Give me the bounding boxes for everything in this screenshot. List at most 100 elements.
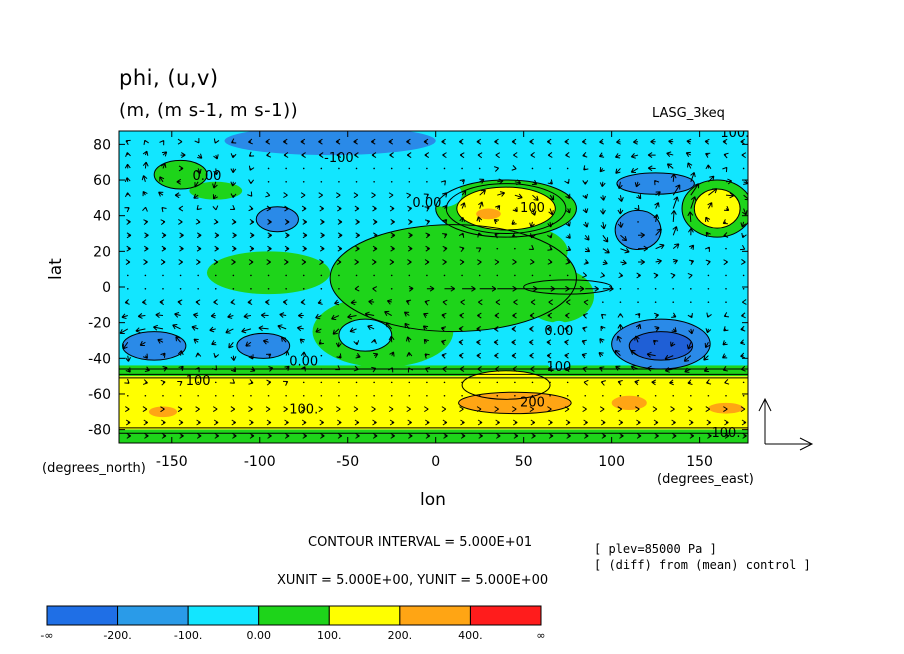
colorbar-swatch: [469, 605, 542, 626]
vector-arrow: [349, 327, 357, 333]
vector-arrow: [297, 312, 304, 319]
vector-arrow: [690, 183, 700, 196]
vector-arrow: [425, 232, 431, 239]
vector-arrow: [724, 205, 730, 211]
vector-arrow: [178, 259, 183, 265]
vector-arrow: [390, 287, 393, 290]
vector-arrow: [636, 419, 641, 426]
vector-arrow: [494, 166, 499, 172]
colorbar-label: 100.: [317, 629, 342, 642]
vector-arrow: [441, 339, 447, 346]
vector-arrow: [161, 151, 168, 157]
vector-arrow: [231, 259, 236, 265]
vector-arrow: [442, 259, 447, 266]
vector-arrow: [368, 299, 375, 305]
vector-arrow: [426, 381, 428, 384]
vector-arrow: [460, 432, 466, 439]
vector-arrow: [672, 258, 678, 265]
vector-arrow: [723, 152, 729, 159]
vector-arrow: [638, 245, 649, 252]
y-tick-label: -80: [88, 423, 111, 439]
vector-arrow: [196, 232, 202, 239]
vector-arrow: [407, 367, 414, 373]
vector-arrow: [725, 301, 727, 303]
vector-arrow: [511, 339, 516, 346]
vector-arrow: [232, 232, 237, 239]
vector-arrow: [355, 232, 360, 239]
vector-arrow: [583, 221, 589, 228]
vector-arrow: [193, 312, 199, 319]
vector-arrow: [581, 353, 587, 359]
vector-arrow: [162, 394, 164, 397]
vector-arrow: [354, 419, 360, 426]
vector-arrow: [565, 208, 571, 214]
vector-arrow: [423, 312, 429, 319]
vector-arrow: [423, 138, 429, 145]
vector-arrow: [338, 394, 340, 397]
vector-arrow: [211, 340, 217, 346]
vector-arrow: [583, 299, 589, 306]
colorbar-label: -100.: [174, 629, 202, 642]
vector-arrow: [619, 432, 624, 439]
vector-arrow: [277, 324, 287, 330]
vector-arrow: [408, 167, 411, 170]
vector-arrow: [125, 419, 131, 426]
vector-arrow: [635, 313, 641, 319]
vector-arrow: [426, 181, 428, 183]
vector-arrow: [530, 152, 536, 158]
vector-arrow: [513, 152, 518, 158]
vector-arrow: [232, 274, 235, 277]
vector-arrow: [338, 167, 340, 170]
vector-arrow: [599, 181, 606, 188]
vector-arrow: [687, 312, 693, 319]
vector-arrow: [647, 165, 656, 172]
vector-arrow: [566, 167, 569, 170]
contour-label: 0.00: [412, 196, 441, 211]
vector-arrow: [248, 165, 255, 171]
vector-arrow: [549, 167, 551, 170]
vector-arrow: [722, 166, 728, 173]
vector-arrow: [354, 259, 359, 265]
vector-arrow: [655, 243, 665, 250]
vector-arrow: [125, 367, 131, 373]
vector-arrow: [634, 335, 640, 343]
shaded-region: [616, 172, 695, 195]
vector-arrow: [646, 351, 656, 358]
vector-arrow: [683, 355, 692, 362]
shaded-region: [189, 181, 243, 200]
vector-arrow: [355, 432, 360, 439]
vector-arrow: [511, 325, 517, 332]
vector-arrow: [459, 312, 465, 319]
vector-arrow: [390, 381, 393, 384]
vector-arrow: [600, 313, 607, 319]
vector-arrow: [686, 138, 692, 145]
vector-arrow: [162, 366, 168, 372]
x-tick-label: 50: [515, 454, 533, 470]
vector-arrow: [548, 432, 554, 439]
vector-arrow: [213, 138, 220, 144]
shaded-region: [476, 208, 501, 220]
vector-arrow: [407, 219, 413, 225]
vector-arrow: [282, 380, 289, 386]
vector-arrow: [690, 287, 692, 290]
vector-arrow: [320, 368, 323, 370]
vector-arrow: [652, 406, 658, 413]
vector-arrow: [283, 152, 289, 158]
vector-arrow: [478, 167, 481, 170]
vector-arrow: [124, 177, 131, 183]
note-plev: [ plev=85000 Pa ]: [594, 542, 717, 556]
vector-arrow: [740, 221, 747, 228]
vector-arrow: [460, 419, 465, 426]
y-axis-label: lat: [46, 258, 66, 280]
vector-arrow: [425, 432, 431, 439]
vector-arrow: [441, 138, 446, 145]
vector-arrow: [531, 381, 534, 384]
vector-arrow: [654, 301, 657, 303]
vector-arrow: [317, 299, 323, 305]
vector-arrow: [135, 327, 146, 334]
vector-arrow: [265, 406, 271, 413]
vector-arrow: [197, 394, 199, 397]
vector-arrow: [461, 167, 463, 170]
vector-arrow: [689, 244, 695, 250]
vector-arrow: [440, 180, 446, 186]
